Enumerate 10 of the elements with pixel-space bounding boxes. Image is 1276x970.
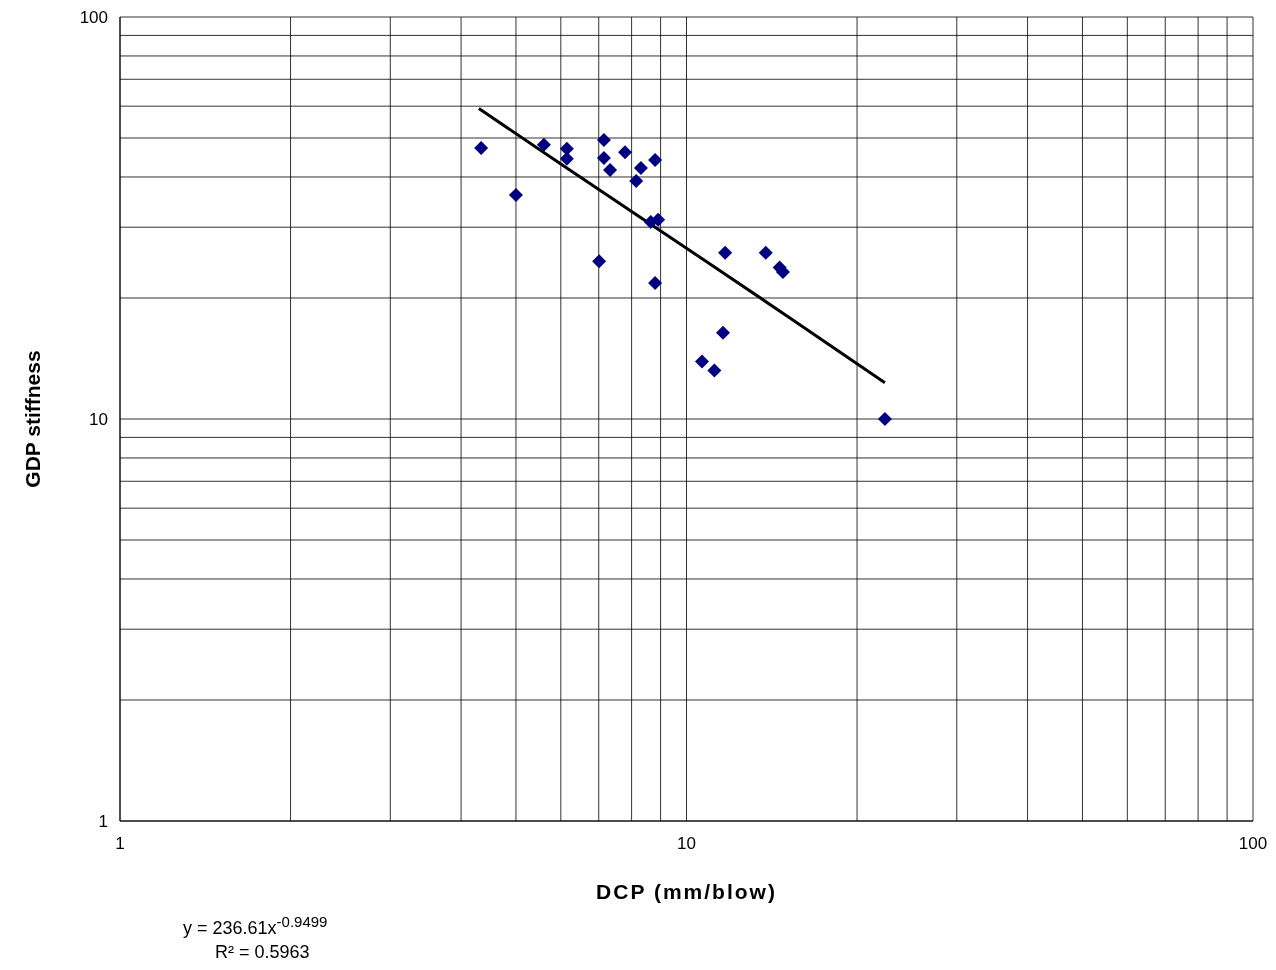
y-tick-label: 1 [98,812,108,832]
x-tick-label: 10 [677,834,696,854]
y-tick-label: 10 [89,410,108,430]
text: R² = 0.5963 [215,942,310,962]
x-tick-label: 100 [1238,834,1268,854]
x-axis-title: DCP (mm/blow) [595,880,778,904]
x-tick-label: 1 [115,834,125,854]
text: y = 236.61x$^{-0.9499}$ [183,913,328,938]
y-axis-title: GDP stiffness [21,350,45,488]
y-tick-label: 100 [79,8,108,28]
